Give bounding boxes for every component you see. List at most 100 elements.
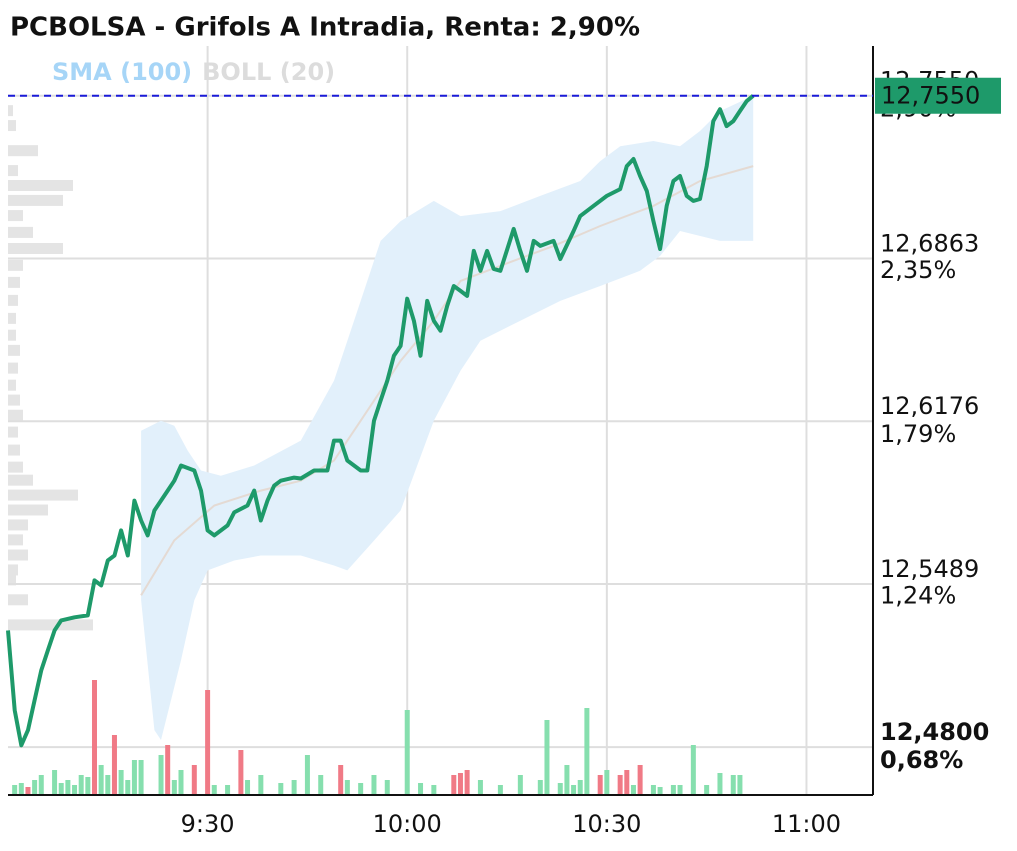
profile-bar xyxy=(8,394,20,406)
y2-tick-label: 1,24% xyxy=(880,582,956,610)
profile-bar xyxy=(8,574,16,586)
profile-bar xyxy=(8,194,63,206)
profile-bar xyxy=(8,145,38,157)
profile-bar xyxy=(8,426,18,438)
volume-bar xyxy=(191,765,197,795)
y2-tick-label: 2,35% xyxy=(880,256,956,284)
volume-bar xyxy=(245,780,251,795)
volume-bar xyxy=(344,780,350,795)
title-bar xyxy=(0,0,873,46)
volume-bar xyxy=(92,680,97,795)
volume-bar xyxy=(464,770,470,795)
profile-bar xyxy=(8,379,16,391)
profile-bar xyxy=(8,362,18,374)
legend-entry: BOLL (20) xyxy=(202,58,335,86)
profile-bar xyxy=(8,312,16,324)
volume-bar xyxy=(131,760,137,795)
volume-bar xyxy=(477,780,483,795)
profile-bar xyxy=(8,294,18,306)
y2-tick-label: 1,79% xyxy=(880,420,956,448)
volume-bar xyxy=(717,773,723,795)
x-tick-label: 10:30 xyxy=(572,810,641,838)
volume-bar xyxy=(158,755,164,795)
volume-bar xyxy=(451,775,457,795)
profile-bar xyxy=(8,534,23,546)
volume-bar xyxy=(457,773,463,795)
volume-bar xyxy=(737,775,743,795)
profile-bar xyxy=(8,474,33,486)
volume-bar xyxy=(211,785,217,795)
profile-bar xyxy=(8,329,16,341)
y-tick-label: 12,5489 xyxy=(880,555,979,583)
volume-bar xyxy=(58,783,64,795)
volume-bar xyxy=(111,735,117,795)
profile-bar xyxy=(8,344,20,356)
volume-bar xyxy=(65,780,71,795)
volume-bar xyxy=(517,775,523,795)
volume-bar xyxy=(537,780,543,795)
volume-bar xyxy=(25,787,31,795)
volume-bar xyxy=(205,690,211,795)
y2-tick-label: 0,68% xyxy=(880,746,963,774)
profile-bar xyxy=(8,564,18,576)
volume-bar xyxy=(72,785,78,795)
volume-bar xyxy=(497,785,503,795)
volume-bar xyxy=(371,775,377,795)
volume-bar xyxy=(258,775,264,795)
volume-bar xyxy=(18,783,24,795)
profile-bar xyxy=(8,489,78,501)
volume-bar xyxy=(670,785,676,795)
profile-bar xyxy=(8,594,28,606)
volume-bar xyxy=(12,785,18,795)
volume-bar xyxy=(630,785,636,795)
profile-bar xyxy=(8,165,18,177)
y-tick-label: 12,4800 xyxy=(880,718,989,746)
volume-bar xyxy=(278,783,284,795)
profile-bar xyxy=(8,519,28,531)
x-tick-label: 9:30 xyxy=(181,810,235,838)
profile-bar xyxy=(8,243,63,255)
volume-bar xyxy=(597,775,603,795)
chart-title: PCBOLSA - Grifols A Intradia, Renta: 2,9… xyxy=(10,13,640,43)
volume-bar xyxy=(291,780,297,795)
profile-bar xyxy=(8,549,28,561)
volume-bar xyxy=(544,720,550,795)
volume-bar xyxy=(650,785,656,795)
profile-bar xyxy=(8,504,48,516)
volume-bar xyxy=(318,775,324,795)
volume-bar xyxy=(138,760,144,795)
volume-bar xyxy=(704,785,710,795)
volume-bar xyxy=(657,787,663,795)
profile-bar xyxy=(8,210,23,222)
legend-entry: SMA (100) xyxy=(52,58,192,86)
bollinger-band xyxy=(141,95,754,740)
y-tick-label: 12,6176 xyxy=(880,392,979,420)
volume-bar xyxy=(225,785,231,795)
volume-bar xyxy=(178,770,184,795)
profile-bar xyxy=(8,444,20,456)
volume-bar xyxy=(584,708,590,795)
volume-bar xyxy=(38,775,44,795)
profile-bar xyxy=(8,619,93,631)
volume-bar xyxy=(577,780,583,795)
volume-bar xyxy=(105,775,111,795)
x-tick-label: 11:00 xyxy=(772,810,841,838)
volume-bar xyxy=(171,780,177,795)
volume-bar xyxy=(604,770,610,795)
profile-bar xyxy=(8,105,13,117)
y-tick-label: 12,6863 xyxy=(880,229,979,257)
volume-bar xyxy=(730,775,736,795)
profile-bar xyxy=(8,461,23,473)
volume-bar xyxy=(78,775,84,795)
volume-bar xyxy=(165,745,171,795)
price-line xyxy=(6,94,755,748)
volume-bar xyxy=(690,745,696,795)
volume-bar xyxy=(32,780,38,795)
profile-bar xyxy=(8,409,23,421)
volume-bar xyxy=(404,710,410,795)
profile-bar xyxy=(8,259,23,271)
profile-bar xyxy=(8,226,33,238)
volume-bar xyxy=(125,780,131,795)
volume-bar xyxy=(418,783,424,795)
